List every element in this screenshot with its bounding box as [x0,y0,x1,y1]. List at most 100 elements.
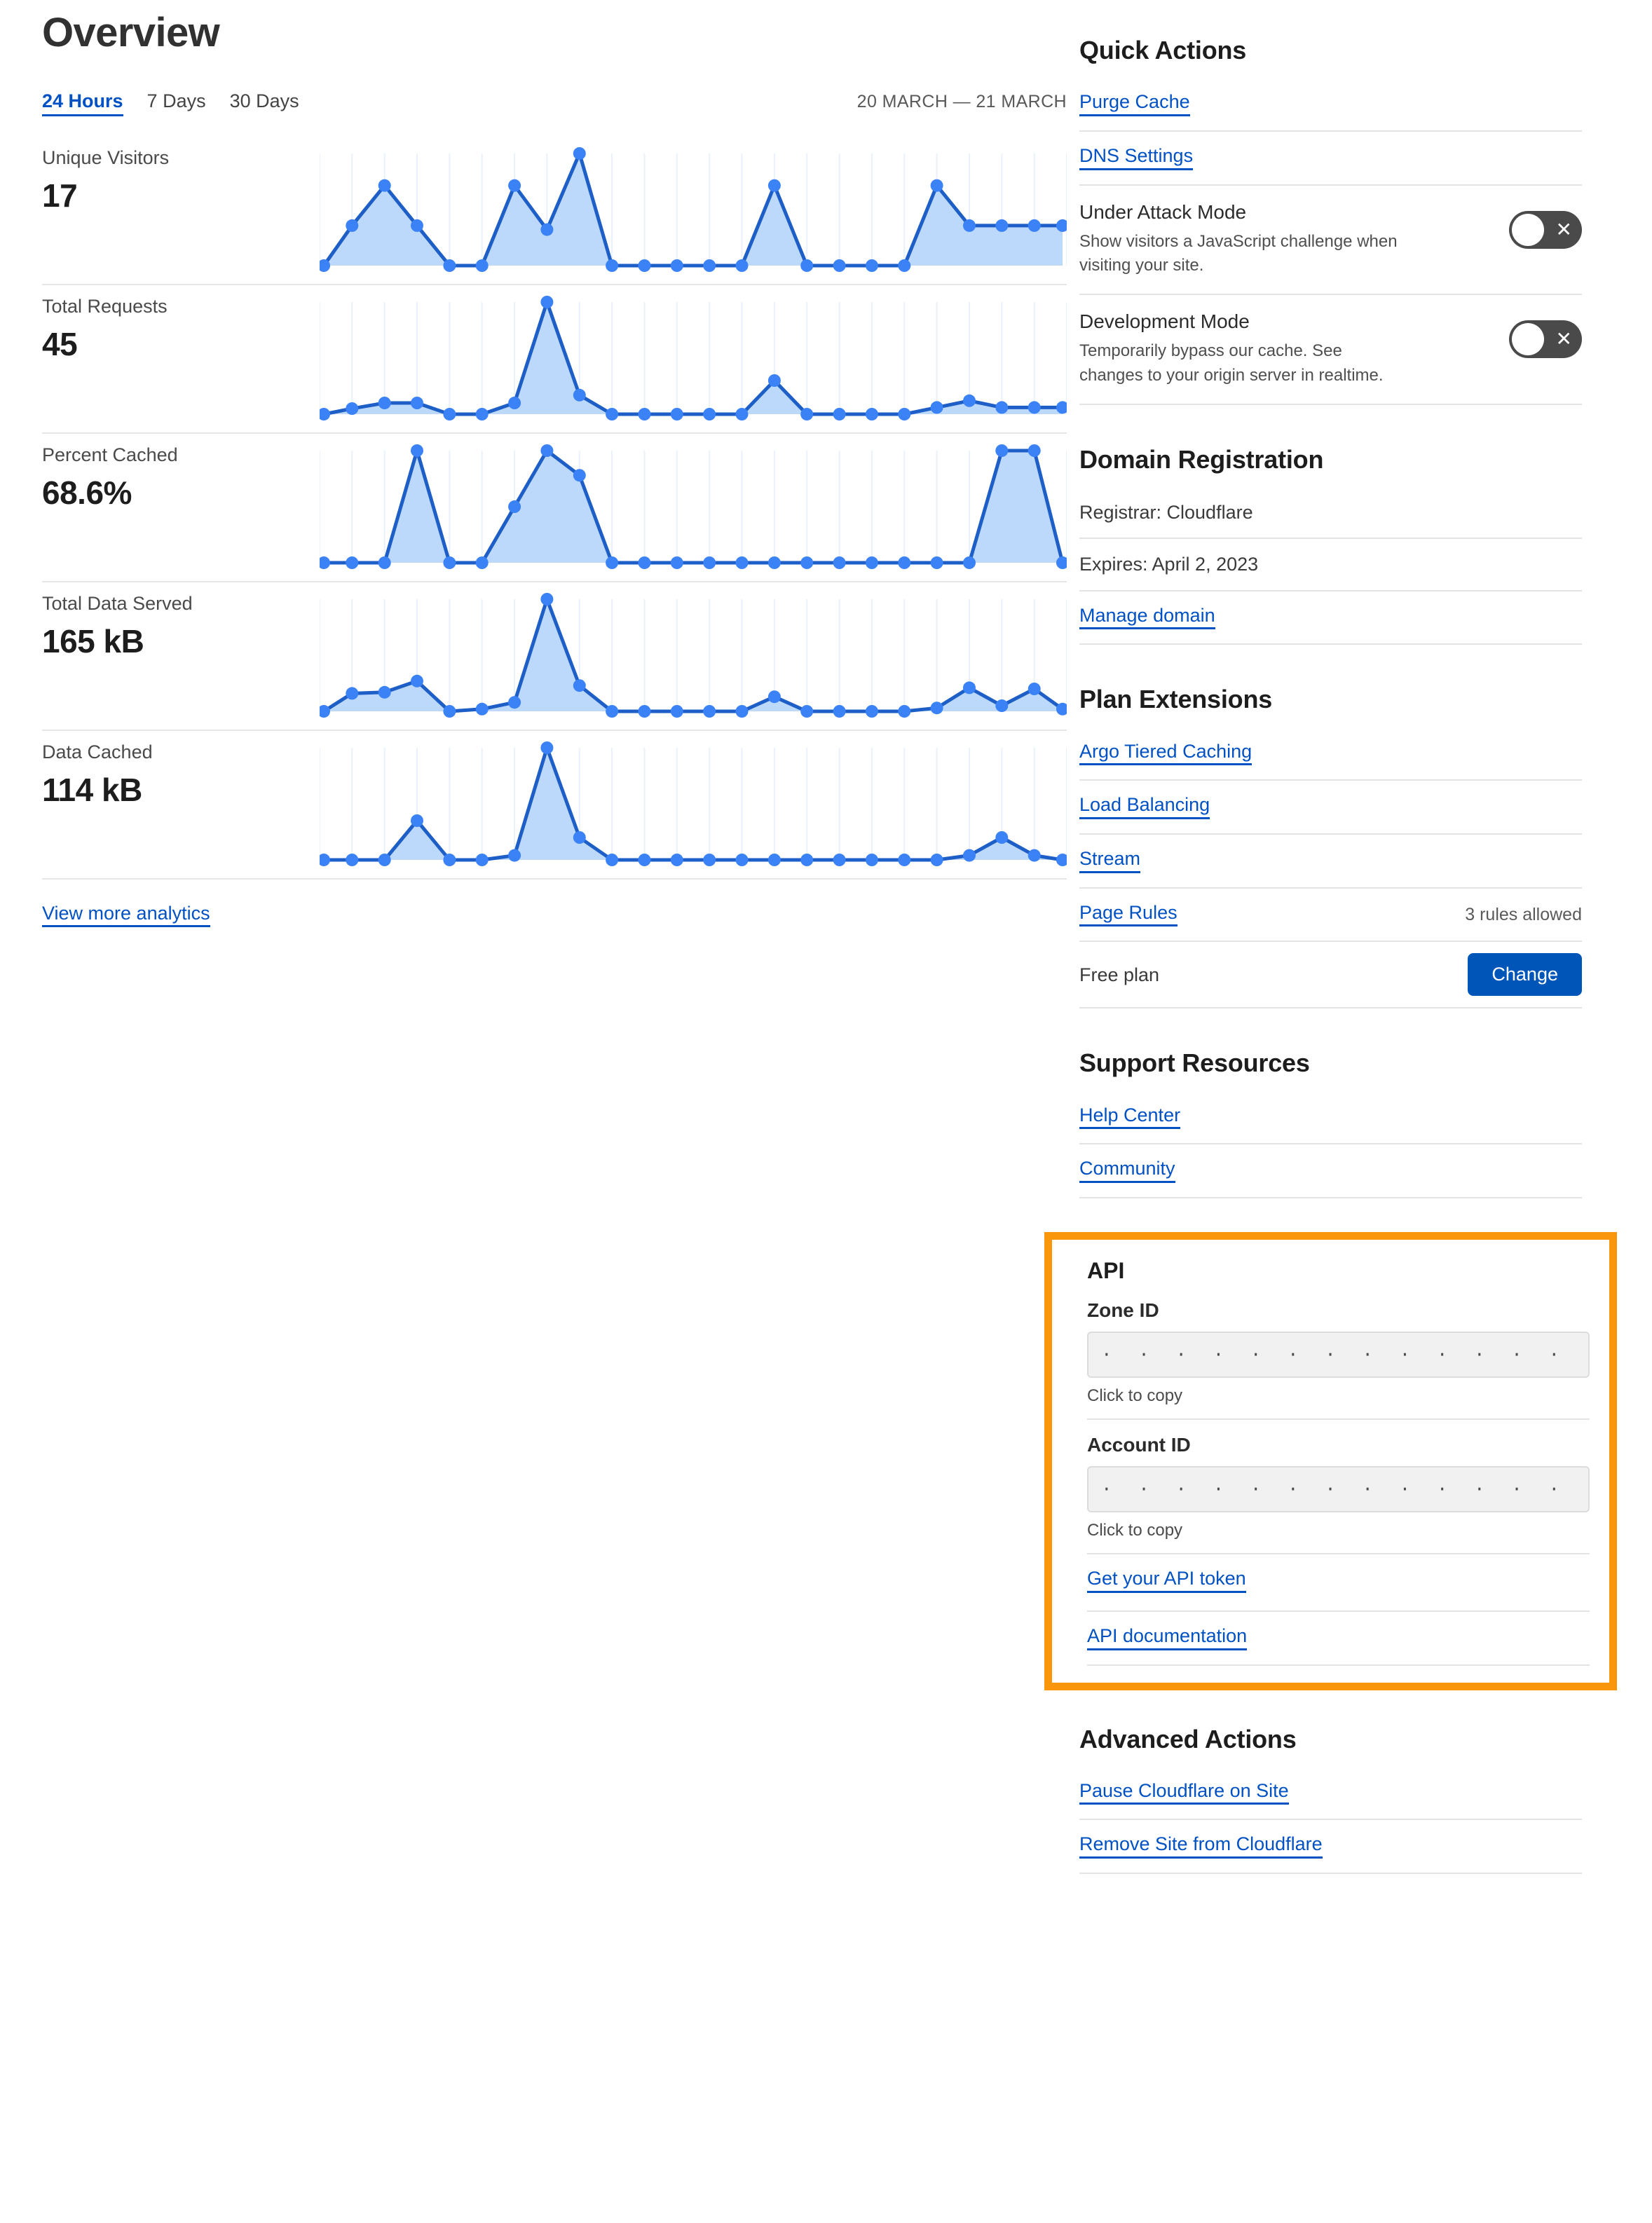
spacer [1079,1008,1582,1048]
support-resource-row[interactable]: Help Center [1079,1091,1582,1145]
spacer [1079,405,1582,444]
sidebar-column: Quick Actions Purge Cache DNS Settings U… [1044,0,1652,1875]
dns-settings-link[interactable]: DNS Settings [1079,145,1194,170]
zone-id-field[interactable]: · · · · · · · · · · · · · · · · · · · · [1087,1331,1590,1378]
metric-row: Percent Cached 68.6% [42,434,1067,582]
divider [1087,1418,1590,1420]
metric-value: 17 [42,177,78,214]
advanced-action-row[interactable]: Pause Cloudflare on Site [1079,1767,1582,1821]
community-link[interactable]: Community [1079,1158,1175,1183]
advanced-action-row[interactable]: Remove Site from Cloudflare [1079,1820,1582,1875]
sparkline-svg [320,741,1067,866]
under-attack-mode-texts: Under Attack Mode Show visitors a JavaSc… [1079,200,1509,279]
metric-value: 165 kB [42,623,144,660]
support-resources-title: Support Resources [1079,1048,1310,1078]
help-center-link[interactable]: Help Center [1079,1104,1181,1130]
sparkline-svg [320,444,1067,569]
account-id-field[interactable]: · · · · · · · · · · · · · · · · · · · · [1087,1465,1590,1512]
advanced-actions-panel: Advanced Actions Pause Cloudflare on Sit… [1079,1724,1582,1875]
plan-extensions-panel: Plan Extensions Argo Tiered Caching Load… [1079,684,1582,1009]
tab-30-days[interactable]: 30 Days [229,90,299,111]
api-docs-row[interactable]: API documentation [1087,1612,1590,1666]
expires-value: Expires: April 2, 2023 [1079,554,1259,575]
purge-cache-link[interactable]: Purge Cache [1079,91,1190,116]
account-id-label: Account ID [1087,1433,1191,1456]
metric-label: Total Data Served [42,592,193,614]
support-resource-row[interactable]: Community [1079,1144,1582,1198]
pause-cloudflare-link[interactable]: Pause Cloudflare on Site [1079,1780,1289,1805]
current-plan-name: Free plan [1079,964,1160,985]
remove-site-link[interactable]: Remove Site from Cloudflare [1079,1834,1323,1859]
close-x-icon: ✕ [1555,218,1572,240]
api-token-row[interactable]: Get your API token [1087,1568,1590,1612]
get-api-token-link[interactable]: Get your API token [1087,1568,1246,1593]
metrics-list: Unique Visitors 17 Total Requests 45 Percent… [42,137,1067,880]
page-rules-allowance: 3 rules allowed [1465,904,1582,924]
support-resources-panel: Support Resources Help Center Community [1079,1048,1582,1198]
metric-sparkline-chart[interactable] [320,434,1067,582]
time-range-bar: 24 Hours 7 Days 30 Days 20 MARCH — 21 MA… [42,90,1067,118]
page-title: Overview [42,10,220,55]
registrar-value: Registrar: Cloudflare [1079,501,1253,523]
load-balancing-link[interactable]: Load Balancing [1079,795,1210,819]
view-more-analytics-link[interactable]: View more analytics [42,903,210,928]
argo-tiered-caching-link[interactable]: Argo Tiered Caching [1079,741,1252,766]
view-more-analytics-wrap: View more analytics [42,880,1067,928]
analytics-column: Overview 24 Hours 7 Days 30 Days 20 MARC… [0,0,1079,928]
metric-info: Percent Cached 68.6% [42,434,320,512]
plan-extension-row[interactable]: Stream [1079,835,1582,889]
development-mode-toggle[interactable]: ✕ [1509,320,1582,359]
registrar-row: Registrar: Cloudflare [1079,487,1582,540]
plan-extensions-title: Plan Extensions [1079,685,1273,714]
metric-row: Total Requests 45 [42,285,1067,434]
under-attack-mode-toggle[interactable]: ✕ [1509,210,1582,249]
sparkline-svg [320,146,1067,272]
current-plan-row: Free plan Change [1079,942,1582,1009]
metric-label: Unique Visitors [42,146,170,168]
metric-info: Total Data Served 165 kB [42,582,320,661]
account-id-copy-hint: Click to copy [1087,1520,1183,1540]
manage-domain-row[interactable]: Manage domain [1079,591,1582,645]
development-mode-texts: Development Mode Temporarily bypass our … [1079,309,1509,388]
api-documentation-link[interactable]: API documentation [1087,1625,1248,1650]
development-mode-row: Development Mode Temporarily bypass our … [1079,295,1582,405]
metric-sparkline-chart[interactable] [320,582,1067,731]
manage-domain-link[interactable]: Manage domain [1079,605,1215,630]
toggle-knob [1512,213,1544,246]
domain-registration-panel: Domain Registration Registrar: Cloudflar… [1079,444,1582,645]
purge-cache-row[interactable]: Purge Cache [1079,78,1582,132]
quick-actions-panel: Quick Actions Purge Cache DNS Settings U… [1079,35,1582,405]
page-rules-link[interactable]: Page Rules [1079,902,1177,927]
advanced-actions-title: Advanced Actions [1079,1724,1297,1753]
metric-label: Total Requests [42,295,168,317]
metric-row: Unique Visitors 17 [42,137,1067,285]
dns-settings-row[interactable]: DNS Settings [1079,132,1582,186]
plan-extension-row[interactable]: Page Rules 3 rules allowed [1079,889,1582,943]
metric-value: 45 [42,326,78,363]
change-plan-button[interactable]: Change [1468,953,1582,997]
api-panel-highlighted: API Zone ID · · · · · · · · · · · · · · … [1044,1231,1617,1690]
plan-extension-row[interactable]: Load Balancing [1079,781,1582,835]
plan-extension-row[interactable]: Argo Tiered Caching [1079,727,1582,781]
metric-sparkline-chart[interactable] [320,731,1067,880]
development-mode-title: Development Mode [1079,310,1250,333]
api-title: API [1087,1257,1125,1283]
metric-row: Data Cached 114 kB [42,731,1067,880]
under-attack-mode-title: Under Attack Mode [1079,200,1247,223]
metric-info: Total Requests 45 [42,285,320,364]
zone-id-copy-hint: Click to copy [1087,1386,1183,1405]
metric-sparkline-chart[interactable] [320,285,1067,434]
metric-info: Data Cached 114 kB [42,731,320,809]
tab-7-days[interactable]: 7 Days [146,90,206,111]
tab-24-hours[interactable]: 24 Hours [42,90,123,116]
zone-id-label: Zone ID [1087,1299,1159,1321]
under-attack-mode-description: Show visitors a JavaScript challenge whe… [1079,231,1398,275]
metric-label: Data Cached [42,741,153,762]
sparkline-svg [320,295,1067,420]
metric-value: 114 kB [42,772,142,809]
stream-link[interactable]: Stream [1079,848,1141,873]
quick-actions-title: Quick Actions [1079,36,1247,64]
metric-sparkline-chart[interactable] [320,137,1067,285]
spacer [1079,645,1582,684]
